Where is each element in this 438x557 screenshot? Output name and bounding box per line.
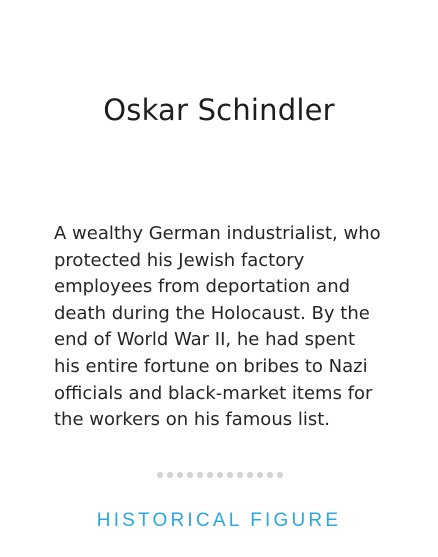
- pagination-dot[interactable]: [227, 472, 233, 478]
- pagination-dot[interactable]: [247, 472, 253, 478]
- pagination-dot[interactable]: [197, 472, 203, 478]
- description-line: officials and black-market items for: [54, 382, 373, 404]
- card-description: A wealthy German industrialist, who prot…: [54, 221, 394, 434]
- pagination-dot[interactable]: [237, 472, 243, 478]
- pagination-dot[interactable]: [207, 472, 213, 478]
- description-line: A wealthy German industrialist, who: [54, 223, 381, 244]
- pagination-dot[interactable]: [157, 472, 163, 478]
- pagination-dot[interactable]: [277, 472, 283, 478]
- pagination-dot[interactable]: [167, 472, 173, 478]
- description-line: protected his Jewish factory: [54, 249, 305, 271]
- pagination-dot[interactable]: [187, 472, 193, 478]
- description-line: death during the Holocaust. By the: [54, 302, 370, 324]
- pagination-dot[interactable]: [257, 472, 263, 478]
- category-label: HISTORICAL FIGURE: [96, 510, 342, 531]
- description-line: his entire fortune on bribes to Nazi: [54, 355, 368, 377]
- pagination-dots: [155, 472, 285, 478]
- pagination-dot[interactable]: [267, 472, 273, 478]
- description-line: employees from deportation and: [54, 276, 351, 298]
- pagination-dot[interactable]: [217, 472, 223, 478]
- pagination-dot[interactable]: [177, 472, 183, 478]
- description-line: the workers on his famous list.: [54, 409, 330, 431]
- card-title: Oskar Schindler: [103, 93, 335, 127]
- description-line: end of World War II, he had spent: [54, 329, 355, 351]
